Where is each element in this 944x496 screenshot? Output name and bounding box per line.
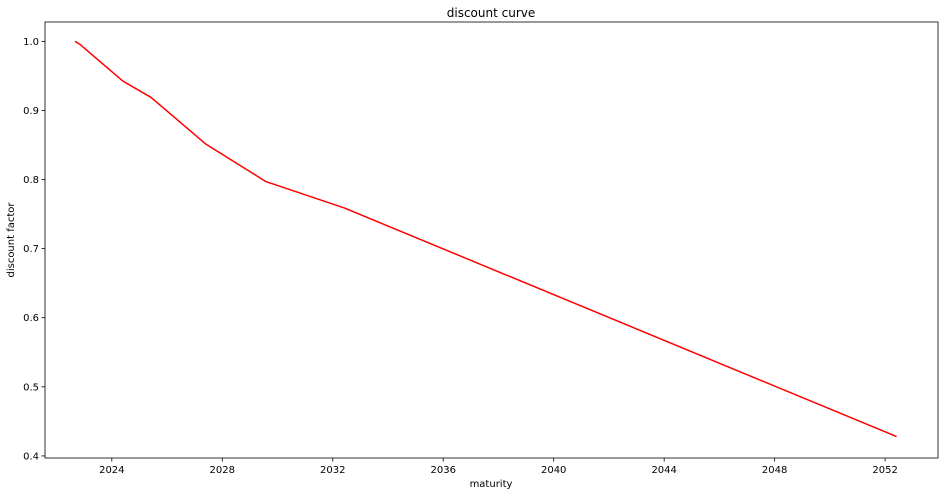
x-tick-label: 2024 — [99, 465, 124, 476]
chart-title: discount curve — [447, 6, 536, 20]
y-tick-label: 0.4 — [23, 451, 39, 462]
x-tick-label: 2032 — [320, 465, 345, 476]
x-tick-label: 2048 — [762, 465, 787, 476]
x-tick-label: 2028 — [210, 465, 235, 476]
y-tick-label: 1.0 — [23, 37, 39, 48]
x-axis-ticks: 2024 2028 2032 2036 2040 2044 2048 2052 — [99, 458, 898, 476]
x-tick-label: 2040 — [541, 465, 566, 476]
y-tick-label: 0.9 — [23, 106, 39, 117]
y-axis-label: discount factor — [6, 202, 17, 278]
y-tick-label: 0.5 — [23, 382, 39, 393]
plot-frame — [44, 21, 939, 459]
y-axis-ticks: 0.4 0.5 0.6 0.7 0.8 0.9 1.0 — [23, 37, 45, 462]
x-tick-label: 2052 — [872, 465, 897, 476]
x-tick-label: 2036 — [430, 465, 455, 476]
y-tick-label: 0.7 — [23, 244, 39, 255]
y-tick-label: 0.8 — [23, 175, 39, 186]
x-tick-label: 2044 — [651, 465, 676, 476]
series-line — [74, 40, 897, 438]
plot-background — [45, 22, 938, 458]
series-layer — [74, 40, 897, 438]
x-axis-label: maturity — [470, 479, 513, 490]
y-tick-label: 0.6 — [23, 313, 39, 324]
